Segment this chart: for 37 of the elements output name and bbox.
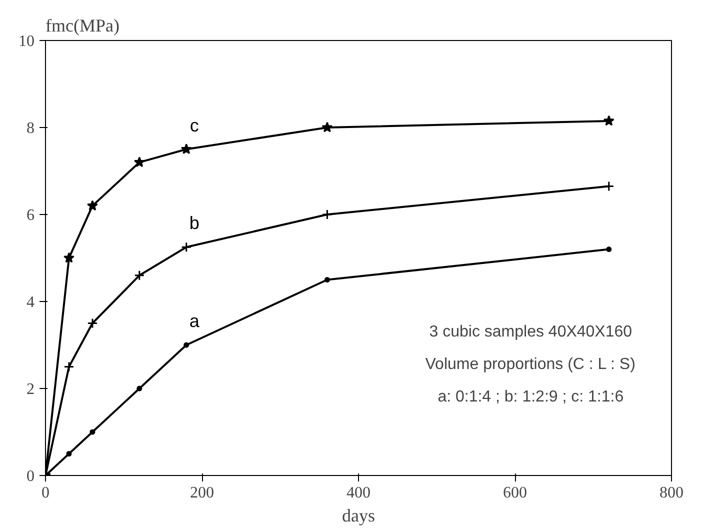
point bbox=[66, 451, 72, 456]
point bbox=[134, 270, 145, 281]
point bbox=[324, 277, 330, 282]
point bbox=[134, 156, 145, 168]
y-tick-label: 2 bbox=[26, 381, 34, 398]
point bbox=[181, 242, 192, 252]
point bbox=[63, 252, 74, 263]
annotation: 3 cubic samples 40X40X160 bbox=[429, 323, 632, 340]
annotation: Volume proportions (C : L : S) bbox=[425, 356, 636, 374]
annotation: a: 0:1:4 ; b: 1:2:9 ; c: 1:1:6 bbox=[438, 388, 624, 406]
y-tick-label: 8 bbox=[26, 120, 34, 137]
point bbox=[86, 200, 98, 211]
x-axis-title: days bbox=[342, 506, 376, 526]
point bbox=[606, 246, 612, 252]
y-tick-label: 4 bbox=[26, 294, 34, 311]
series-label: b bbox=[189, 213, 200, 234]
series-label: c bbox=[190, 115, 199, 136]
point bbox=[64, 362, 74, 372]
y-tick-label: 10 bbox=[18, 33, 34, 50]
x-tick-label: 400 bbox=[346, 484, 370, 502]
y-tick-label: 0 bbox=[26, 468, 34, 485]
x-tick-label: 800 bbox=[660, 484, 684, 502]
point bbox=[136, 386, 142, 392]
point bbox=[180, 144, 192, 154]
point bbox=[87, 318, 98, 328]
x-tick-label: 0 bbox=[42, 484, 50, 502]
y-axis-title: fmc(MPa) bbox=[46, 16, 120, 36]
x-tick-label: 200 bbox=[190, 484, 214, 502]
point bbox=[603, 115, 614, 126]
point bbox=[322, 122, 333, 132]
series-label: a bbox=[189, 311, 200, 331]
point bbox=[90, 429, 96, 435]
point bbox=[184, 342, 190, 348]
x-tick-label: 600 bbox=[503, 484, 527, 502]
point bbox=[604, 180, 614, 192]
point bbox=[322, 209, 332, 220]
y-tick-label: 6 bbox=[26, 207, 34, 224]
